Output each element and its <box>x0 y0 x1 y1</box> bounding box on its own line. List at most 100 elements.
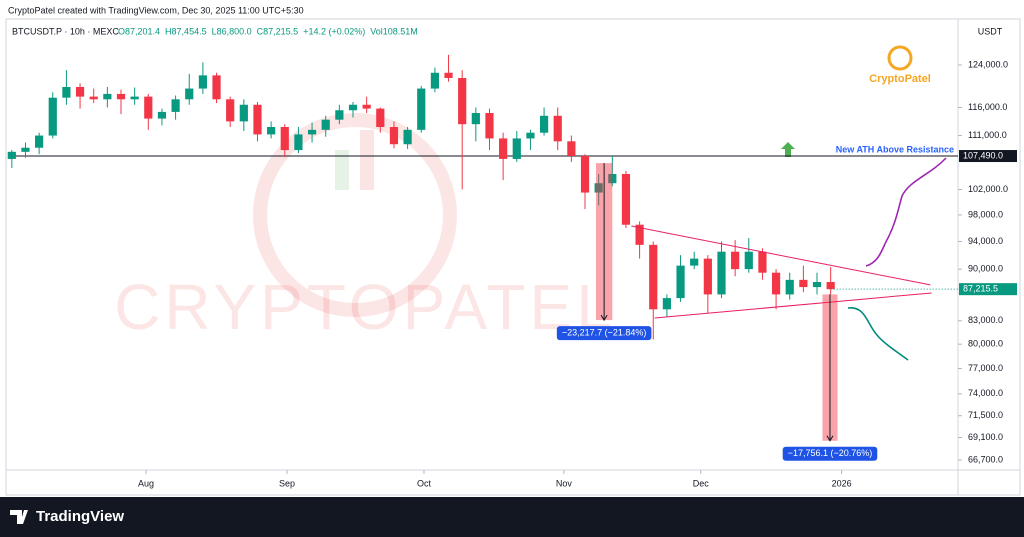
candle-body <box>676 265 685 299</box>
candle-body <box>48 97 57 136</box>
measure-label-bg <box>556 326 652 341</box>
logo-icon <box>887 45 913 71</box>
candle-body <box>799 279 808 288</box>
y-tick-label: 94,000.0 <box>968 236 1003 246</box>
y-tick-label: 71,500.0 <box>968 410 1003 420</box>
resistance-price-label-bg <box>959 150 1017 163</box>
y-tick-label: 90,000.0 <box>968 264 1003 274</box>
up-arrow <box>781 142 795 157</box>
measure-label: −23,217.7 (−21.84%) <box>556 326 652 341</box>
candle-body <box>649 244 658 310</box>
candle-body <box>608 173 617 184</box>
candle-body <box>662 298 671 310</box>
last-price-label-bg <box>959 283 1017 296</box>
y-tick-label: 83,000.0 <box>968 315 1003 325</box>
x-tick-label: Oct <box>417 478 432 488</box>
ohlc-value: +14.2 (+0.02%) <box>303 26 365 36</box>
candle-body <box>75 86 85 97</box>
y-tick-label: 116,000.0 <box>968 102 1007 112</box>
candle-body <box>512 138 521 159</box>
bullish-projection <box>865 157 947 267</box>
watermark-candle <box>360 130 374 190</box>
candle-body <box>635 224 644 245</box>
candle-body <box>731 251 740 270</box>
candle-body <box>130 96 139 100</box>
trendline <box>631 225 931 286</box>
x-tick-label: Dec <box>693 478 710 488</box>
header-text: CryptoPatel created with TradingView.com… <box>8 5 304 15</box>
candle-body <box>294 134 303 151</box>
measure-label-bg <box>782 446 878 461</box>
candle-body <box>580 155 590 193</box>
candle-body <box>499 138 508 159</box>
candle-body <box>771 272 781 295</box>
candle-body <box>157 111 167 119</box>
y-tick-label: 66,700.0 <box>968 454 1003 464</box>
candle-body <box>116 93 126 100</box>
candle-body <box>226 99 235 122</box>
candle-body <box>539 115 549 133</box>
candle-body <box>103 93 112 100</box>
candle-body <box>417 88 426 130</box>
candle-body <box>389 127 399 145</box>
brand-icon <box>10 510 28 524</box>
candle-body <box>553 115 562 142</box>
ohlc-value: H87,454.5 <box>165 26 207 36</box>
y-tick-label: 124,000.0 <box>968 59 1008 69</box>
candle-body <box>198 75 207 89</box>
brand-text: TradingView <box>36 508 124 525</box>
candle-body <box>430 72 439 89</box>
measure-label: −17,756.1 (−20.76%) <box>782 446 878 461</box>
watermark-text: CRYPTOPATEL <box>114 271 616 343</box>
candle-body <box>35 135 44 148</box>
candle-body <box>471 113 480 125</box>
candle-body <box>444 72 453 78</box>
candle-body <box>526 132 535 139</box>
measure-arrowhead <box>826 435 834 442</box>
candle-body <box>7 151 16 159</box>
candle-body <box>171 99 180 112</box>
x-tick-label: Nov <box>556 478 573 488</box>
candle-body <box>485 113 494 139</box>
candle-body <box>144 96 153 119</box>
measure-label-text: −17,756.1 (−20.76%) <box>788 448 873 458</box>
footer-bar <box>0 497 1024 537</box>
candle-body <box>744 251 753 270</box>
logo-text: CryptoPatel <box>869 73 931 85</box>
candle-body <box>280 127 289 151</box>
candle-body <box>362 104 371 109</box>
candle-body <box>253 104 262 135</box>
candle-body <box>212 75 221 100</box>
chart-frame <box>5 18 1021 496</box>
candle-body <box>348 104 358 111</box>
candle-body <box>403 129 412 145</box>
resistance-price-label: 107,490.0 <box>963 150 1003 160</box>
candle-body <box>62 86 71 98</box>
candle-body <box>567 141 576 156</box>
candle-body <box>307 129 317 135</box>
candle-body <box>89 96 98 100</box>
measure-arrowhead <box>600 314 608 322</box>
bearish-projection <box>847 307 909 361</box>
last-price-label: 87,215.5 <box>963 284 998 294</box>
measure-label-text: −23,217.7 (−21.84%) <box>562 327 647 337</box>
candle-body <box>458 77 467 125</box>
candle-body <box>267 127 276 135</box>
watermark-candle <box>335 150 349 190</box>
candle-body <box>376 108 385 128</box>
watermark <box>253 113 457 317</box>
candle-body <box>785 279 794 295</box>
ohlc-value: Vol108.51M <box>370 26 418 36</box>
candle-body <box>758 251 767 273</box>
y-tick-label: 69,100.0 <box>968 432 1003 442</box>
candle-body <box>335 110 344 120</box>
y-tick-label: 80,000.0 <box>968 339 1003 349</box>
candle-body <box>812 282 822 288</box>
y-tick-label: 74,000.0 <box>968 388 1003 398</box>
axis-unit: USDT <box>978 26 1003 36</box>
y-tick-label: 111,000.0 <box>968 130 1007 140</box>
candle-body <box>594 183 603 193</box>
x-tick-label: Sep <box>279 478 295 488</box>
candle-body <box>690 258 699 266</box>
